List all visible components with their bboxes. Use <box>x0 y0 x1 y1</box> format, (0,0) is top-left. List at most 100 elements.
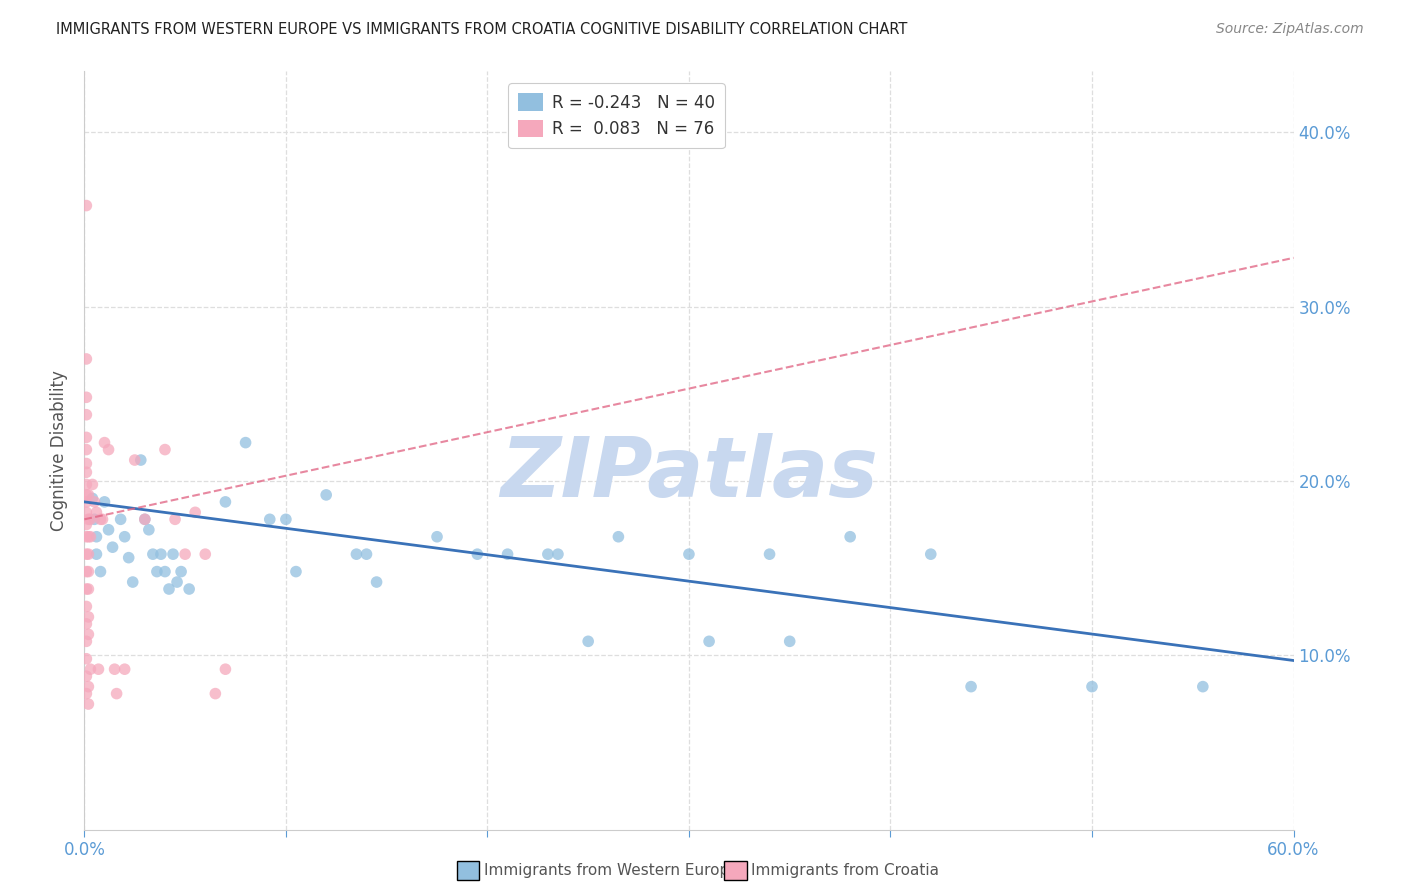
Point <box>134 512 156 526</box>
Point <box>426 530 449 544</box>
Point <box>79 512 101 526</box>
Point <box>87 662 110 676</box>
Point <box>91 512 114 526</box>
Point <box>75 505 97 519</box>
Point <box>138 523 160 537</box>
Point <box>920 547 942 561</box>
Point <box>75 408 97 422</box>
Point <box>75 547 97 561</box>
Point <box>75 669 97 683</box>
Text: Immigrants from Western Europe: Immigrants from Western Europe <box>484 863 738 878</box>
Point <box>75 488 97 502</box>
Legend: R = -0.243   N = 40, R =  0.083   N = 76: R = -0.243 N = 40, R = 0.083 N = 76 <box>508 84 724 148</box>
Point <box>104 662 127 676</box>
Point <box>75 430 97 444</box>
Point <box>77 530 100 544</box>
Point <box>89 512 111 526</box>
Point <box>259 512 281 526</box>
Point <box>110 512 132 526</box>
Point <box>576 634 599 648</box>
Point <box>274 512 297 526</box>
Point <box>97 442 120 457</box>
Point <box>93 495 115 509</box>
Point <box>165 512 187 526</box>
Point <box>75 634 97 648</box>
Point <box>149 547 172 561</box>
Point <box>75 652 97 666</box>
Point <box>1081 680 1104 694</box>
Point <box>356 547 378 561</box>
Point <box>86 547 108 561</box>
Point <box>162 547 184 561</box>
Point <box>315 488 337 502</box>
Point <box>75 687 97 701</box>
Point <box>1192 680 1215 694</box>
Point <box>285 565 308 579</box>
Point <box>607 530 630 544</box>
Point <box>146 565 169 579</box>
Point <box>114 662 136 676</box>
Point <box>214 495 236 509</box>
Point <box>101 540 124 554</box>
Point <box>79 662 101 676</box>
Point <box>79 530 101 544</box>
Point <box>75 390 97 404</box>
Point <box>75 599 97 614</box>
Point <box>89 565 111 579</box>
Point <box>97 523 120 537</box>
Point <box>77 680 100 694</box>
Point <box>82 477 104 491</box>
Point <box>75 351 97 366</box>
Point <box>179 582 201 596</box>
Point <box>537 547 560 561</box>
Point <box>77 565 100 579</box>
Point <box>77 582 100 596</box>
Point <box>142 547 165 561</box>
Point <box>75 517 97 532</box>
Point <box>121 575 143 590</box>
Point <box>75 457 97 471</box>
Point <box>157 582 180 596</box>
Point <box>75 477 97 491</box>
Point <box>214 662 236 676</box>
Point <box>77 697 100 711</box>
Point <box>83 495 105 509</box>
Point <box>346 547 368 561</box>
Point <box>75 465 97 479</box>
Point <box>75 198 97 212</box>
Point <box>839 530 862 544</box>
Y-axis label: Cognitive Disability: Cognitive Disability <box>51 370 69 531</box>
Text: ZIPatlas: ZIPatlas <box>501 433 877 514</box>
Point <box>170 565 193 579</box>
Point <box>75 565 97 579</box>
Point <box>86 530 108 544</box>
Point <box>75 530 97 544</box>
Point <box>86 505 108 519</box>
Point <box>184 505 207 519</box>
Point <box>758 547 780 561</box>
Point <box>75 616 97 631</box>
Point <box>77 488 100 502</box>
Point <box>960 680 983 694</box>
Point <box>77 627 100 641</box>
Point <box>77 547 100 561</box>
Point <box>366 575 388 590</box>
Point <box>194 547 217 561</box>
Point <box>166 575 188 590</box>
Point <box>547 547 569 561</box>
Point <box>75 582 97 596</box>
Point <box>153 565 176 579</box>
Point <box>124 453 146 467</box>
Point <box>496 547 519 561</box>
Point <box>153 442 176 457</box>
Point <box>467 547 489 561</box>
Point <box>93 435 115 450</box>
Point <box>697 634 720 648</box>
Point <box>174 547 197 561</box>
Text: Immigrants from Croatia: Immigrants from Croatia <box>751 863 939 878</box>
Point <box>129 453 152 467</box>
Text: IMMIGRANTS FROM WESTERN EUROPE VS IMMIGRANTS FROM CROATIA COGNITIVE DISABILITY C: IMMIGRANTS FROM WESTERN EUROPE VS IMMIGR… <box>56 22 908 37</box>
Point <box>77 512 100 526</box>
Point <box>105 687 128 701</box>
Point <box>678 547 700 561</box>
